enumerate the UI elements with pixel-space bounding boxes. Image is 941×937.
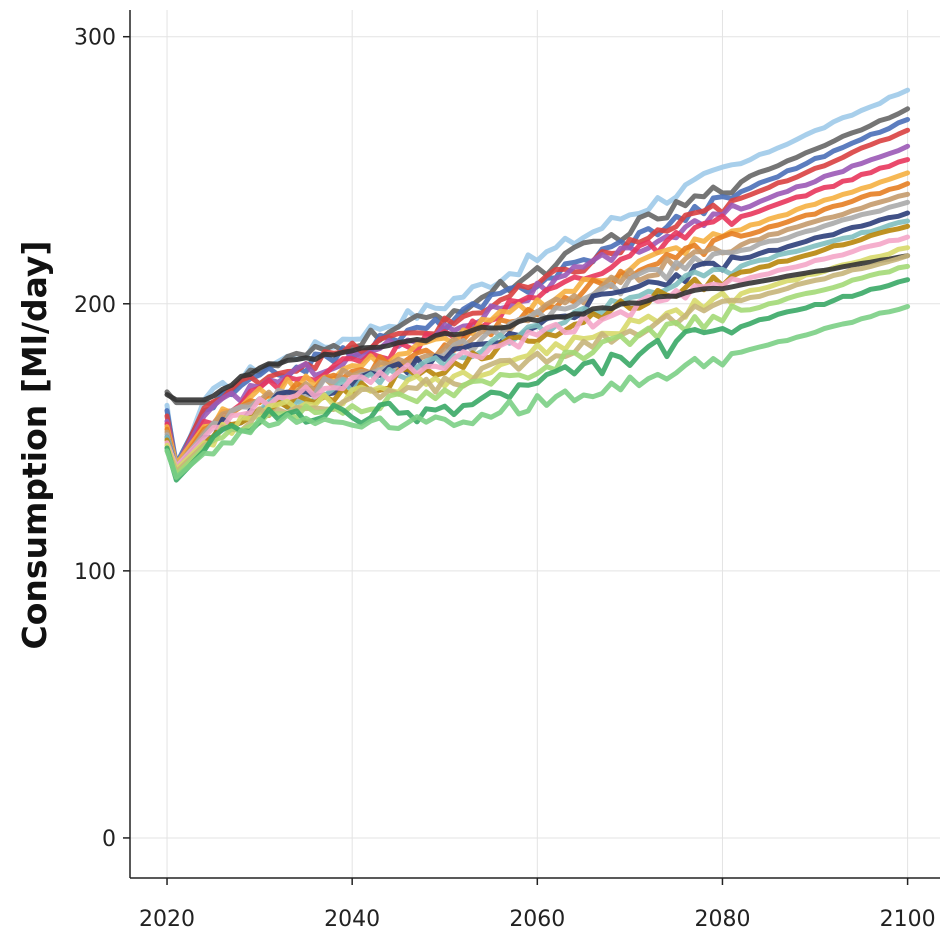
- x-tick-label-1: 2040: [324, 907, 380, 932]
- x-tick-label-2: 2060: [509, 907, 565, 932]
- tick-labels: 2020 2040 2060 2080 2100 0 100 200 300: [74, 26, 936, 932]
- series-line-19: [164, 304, 911, 480]
- y-tick-label-3: 300: [74, 26, 116, 51]
- x-tick-label-0: 2020: [139, 907, 195, 932]
- series-line-4: [164, 143, 911, 470]
- y-axis-title: Consumption [Ml/day]: [15, 240, 54, 649]
- y-tick-label-2: 200: [74, 293, 116, 318]
- series-line-15: [164, 253, 911, 403]
- x-tick-label-4: 2100: [880, 907, 936, 932]
- series-line-6: [164, 170, 911, 467]
- series-line-18: [164, 277, 911, 483]
- grid-lines: [130, 10, 940, 878]
- series-line-13: [164, 234, 911, 470]
- y-tick-label-1: 100: [74, 560, 116, 585]
- y-tick-label-0: 0: [102, 827, 116, 852]
- tick-marks: [123, 35, 909, 885]
- series-line-14: [164, 245, 911, 472]
- series-lines: [164, 87, 911, 483]
- x-tick-label-3: 2080: [694, 907, 750, 932]
- series-line-1: [164, 106, 911, 406]
